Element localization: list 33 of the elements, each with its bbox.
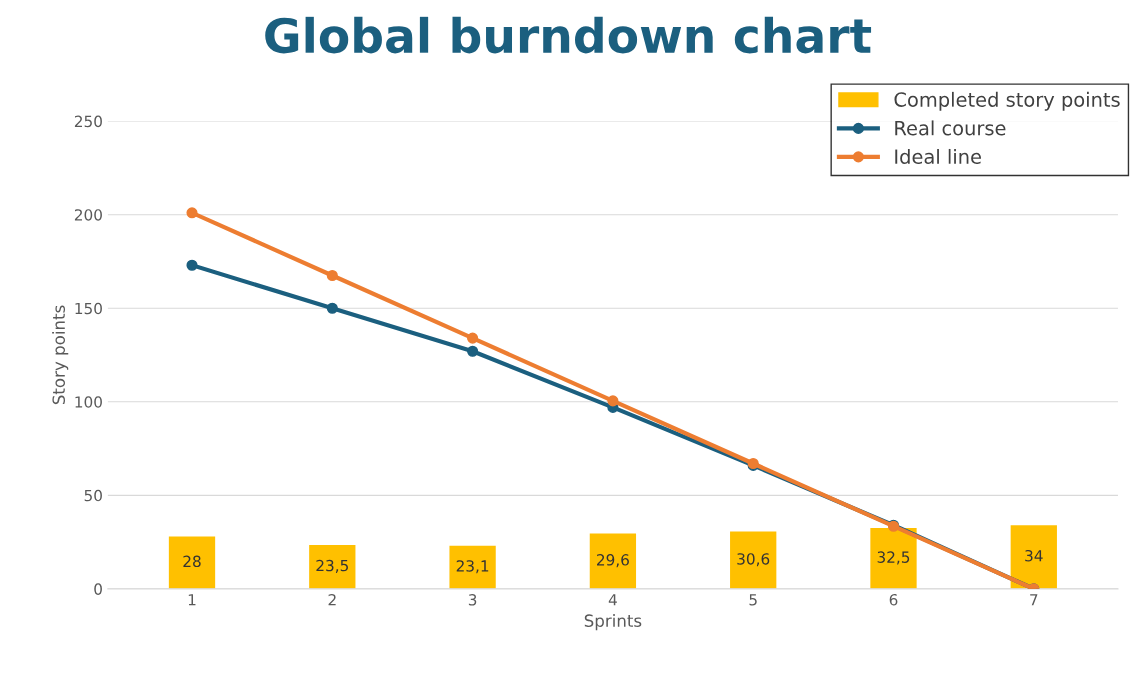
- legend-label: Real course: [895, 120, 1006, 136]
- data-label: 34: [1025, 549, 1043, 562]
- y-tick-label: 150: [75, 302, 102, 315]
- point: [326, 269, 338, 282]
- legend-label: Ideal line: [895, 148, 981, 164]
- chart-title: Global burndown chart: [265, 16, 872, 54]
- x-tick-label: 7: [1030, 594, 1038, 606]
- data-label: 32,5: [877, 551, 910, 565]
- data-label: 23,5: [316, 559, 348, 573]
- data-label: 30,6: [737, 553, 770, 567]
- x-tick-label: 2: [328, 594, 336, 606]
- y-tick-label: 100: [75, 396, 102, 408]
- y-tick-label: 50: [84, 489, 102, 502]
- point: [186, 259, 198, 271]
- x-axis-title: Sprints: [584, 614, 642, 631]
- x-tick-label: 4: [608, 594, 617, 606]
- point: [326, 302, 338, 314]
- y-tick-label: 0: [94, 583, 102, 595]
- y-axis-title: Story points: [52, 305, 69, 405]
- point: [607, 395, 619, 407]
- data-label: 23,1: [456, 560, 489, 574]
- point: [467, 345, 479, 357]
- x-tick-label: 3: [468, 594, 477, 606]
- x-tick-label: 5: [749, 594, 757, 606]
- point: [186, 207, 198, 219]
- y-tick-label: 250: [74, 115, 102, 128]
- point: [467, 332, 479, 344]
- legend-label: Completed story points: [894, 91, 1120, 111]
- x-tick-label: 6: [889, 594, 898, 606]
- y-tick-label: 200: [74, 209, 102, 221]
- x-tick-label: 1: [188, 594, 196, 606]
- data-label: 28: [183, 555, 201, 568]
- data-label: 29,6: [597, 554, 629, 568]
